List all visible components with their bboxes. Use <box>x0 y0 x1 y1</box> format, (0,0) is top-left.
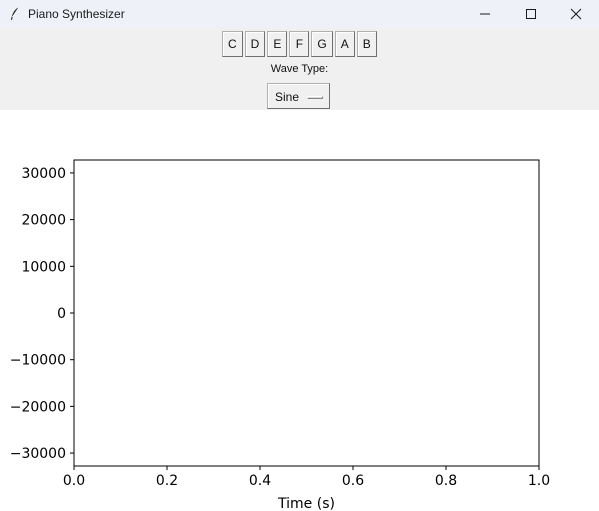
maximize-button[interactable] <box>508 0 554 28</box>
key-e-button[interactable]: E <box>267 31 288 57</box>
x-tick-label: 0.0 <box>63 473 85 489</box>
feather-icon <box>9 6 21 22</box>
x-tick-label: 0.8 <box>435 473 457 489</box>
minimize-icon <box>480 13 490 15</box>
close-icon <box>570 8 582 20</box>
minimize-button[interactable] <box>462 0 508 28</box>
x-tick-label: 0.6 <box>342 473 364 489</box>
close-button[interactable] <box>553 0 599 28</box>
key-g-button[interactable]: G <box>311 31 333 57</box>
piano-keys: C D E F G A B <box>222 31 379 57</box>
key-a-button[interactable]: A <box>334 31 355 57</box>
maximize-icon <box>526 9 536 19</box>
y-tick-label: −30000 <box>10 446 66 462</box>
option-menu-indicator-icon <box>307 96 323 99</box>
waveform-chart: 0.0 0.2 0.4 0.6 0.8 1.0 30000 20000 10000 0 −10000… <box>10 159 550 511</box>
x-tick-label: 0.2 <box>156 473 178 489</box>
wave-type-label: Wave Type: <box>270 63 329 75</box>
controls-panel: C D E F G A B Wave Type: Sine <box>0 28 599 110</box>
y-tick-label: −10000 <box>10 353 66 369</box>
y-tick-label: 30000 <box>21 166 66 182</box>
x-tick-label: 0.4 <box>249 473 271 489</box>
plot-frame <box>73 159 540 467</box>
wave-type-value: Sine <box>275 90 300 104</box>
key-c-button[interactable]: C <box>222 31 243 57</box>
window-title: Piano Synthesizer <box>28 7 125 21</box>
title-bar: Piano Synthesizer <box>0 0 599 28</box>
x-tick-label: 1.0 <box>528 473 550 489</box>
y-tick-label: 0 <box>57 306 66 322</box>
wave-type-select[interactable]: Sine <box>267 83 330 109</box>
key-b-button[interactable]: B <box>356 31 377 57</box>
key-d-button[interactable]: D <box>244 31 266 57</box>
key-f-button[interactable]: F <box>289 31 310 57</box>
y-tick-label: 10000 <box>21 259 66 275</box>
y-tick-label: −20000 <box>10 399 66 415</box>
y-tick-label: 20000 <box>21 213 66 229</box>
plot-area: 0.0 0.2 0.4 0.6 0.8 1.0 30000 20000 10000 0 −10000… <box>0 110 599 511</box>
x-axis-label: Time (s) <box>277 496 335 511</box>
